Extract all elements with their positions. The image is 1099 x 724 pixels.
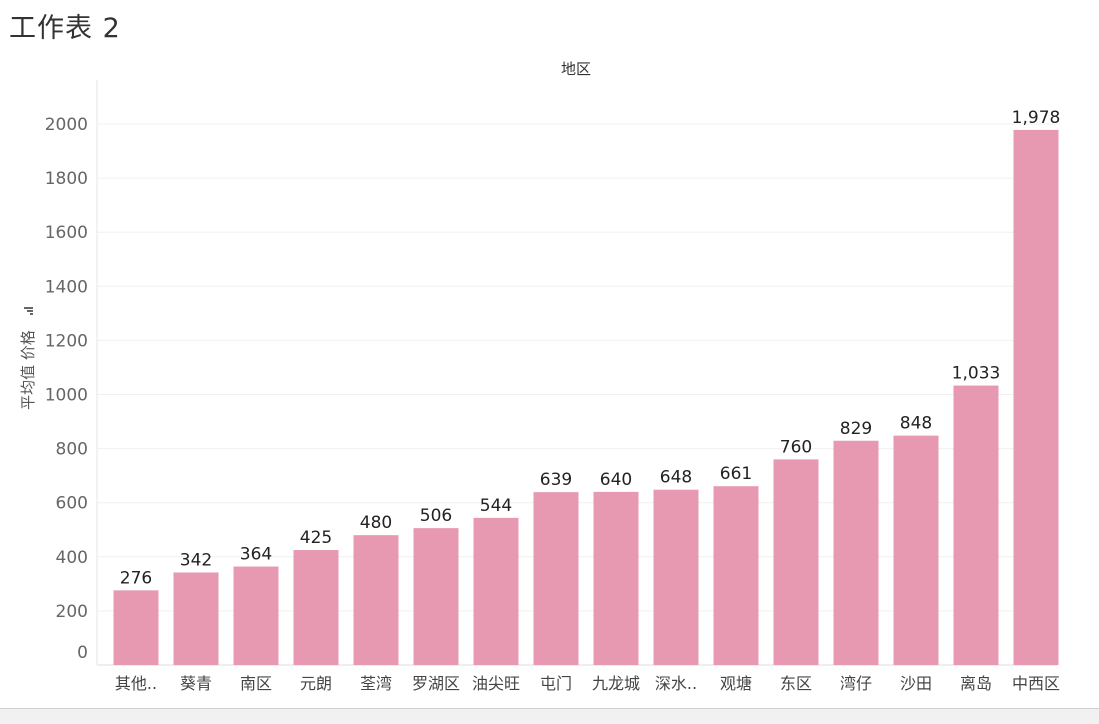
y-tick-label: 400: [56, 548, 88, 568]
sheet-title: 工作表 2: [9, 13, 121, 44]
x-category-label[interactable]: 深水..: [655, 674, 697, 693]
bar[interactable]: [473, 517, 519, 665]
bar-value-label: 829: [840, 419, 872, 439]
bars: [113, 129, 1059, 666]
bar-value-label: 1,978: [1012, 108, 1061, 128]
bar-value-label: 661: [720, 464, 752, 484]
y-tick-label: 1400: [45, 277, 88, 297]
bar-value-label: 648: [660, 468, 692, 488]
y-tick-label: 2000: [45, 115, 88, 135]
column-header[interactable]: 地区: [561, 60, 591, 78]
y-axis: 0 200 400 600 800 1000 1200 1400 1600 1800 2000: [45, 80, 98, 665]
x-category-label[interactable]: 九龙城: [592, 674, 640, 693]
bar-value-label: 342: [180, 550, 212, 570]
y-axis-title-group: 平均值 价格: [19, 307, 37, 410]
x-category-label[interactable]: 元朗: [300, 674, 332, 693]
bar[interactable]: [533, 492, 579, 665]
bar[interactable]: [233, 566, 279, 665]
sort-icon[interactable]: [24, 307, 33, 315]
bar-value-label: 760: [780, 437, 812, 457]
x-category-label[interactable]: 屯门: [540, 674, 572, 693]
x-category-label[interactable]: 南区: [240, 674, 272, 693]
bar-value-label: 639: [540, 470, 572, 490]
bar[interactable]: [173, 572, 219, 665]
y-tick-label: 1000: [45, 386, 88, 406]
bar-value-label: 506: [420, 506, 452, 526]
x-category-label[interactable]: 沙田: [900, 674, 932, 693]
y-tick-label: 1800: [45, 169, 88, 189]
y-axis-title[interactable]: 平均值 价格: [19, 330, 37, 410]
x-category-label[interactable]: 中西区: [1012, 674, 1060, 693]
bar[interactable]: [953, 385, 999, 665]
y-tick-label: 800: [56, 440, 88, 460]
bar-chart: 0 200 400 600 800 1000 1200 1400 1600 1800 2000 27…: [19, 60, 1061, 693]
bar-value-label: 848: [900, 414, 932, 434]
bar-value-label: 640: [600, 470, 632, 490]
bar[interactable]: [593, 491, 639, 665]
x-category-label[interactable]: 罗湖区: [412, 674, 460, 693]
bar[interactable]: [713, 486, 759, 665]
bar[interactable]: [1013, 129, 1059, 666]
bar-value-label: 364: [240, 545, 272, 565]
bar-value-label: 480: [360, 513, 392, 533]
y-tick-label: 200: [56, 602, 88, 622]
bar[interactable]: [893, 435, 939, 665]
bar-value-label: 544: [480, 496, 512, 516]
bar[interactable]: [293, 550, 339, 665]
bar[interactable]: [413, 528, 459, 665]
x-axis: 其他.. 葵青 南区 元朗 荃湾 罗湖区 油尖旺 屯门 九龙城 深水.. 观塘 东区 湾仔 沙田 离岛 中西区: [115, 674, 1060, 693]
y-tick-label: 1200: [45, 331, 88, 351]
bar[interactable]: [833, 440, 879, 665]
x-category-label[interactable]: 荃湾: [360, 674, 392, 693]
x-category-label[interactable]: 其他..: [115, 674, 157, 693]
bar-value-label: 1,033: [952, 364, 1001, 384]
x-category-label[interactable]: 离岛: [960, 674, 992, 693]
y-tick-label: 0: [77, 643, 88, 663]
bar[interactable]: [653, 489, 699, 665]
y-tick-label: 1600: [45, 223, 88, 243]
y-tick-label: 600: [56, 494, 88, 514]
bar-value-label: 425: [300, 528, 332, 548]
bar[interactable]: [113, 590, 159, 665]
x-category-label[interactable]: 油尖旺: [472, 674, 520, 693]
x-category-label[interactable]: 葵青: [180, 674, 212, 693]
bar[interactable]: [773, 459, 819, 665]
bar[interactable]: [353, 535, 399, 665]
bottom-scroll-bar[interactable]: [0, 708, 1099, 724]
data-labels: 276 342 364 425 480 506 544 639 640 648 661 760 829 8…: [120, 108, 1061, 588]
bar-value-label: 276: [120, 568, 152, 588]
x-category-label[interactable]: 观塘: [720, 674, 752, 693]
x-category-label[interactable]: 湾仔: [840, 674, 872, 693]
x-category-label[interactable]: 东区: [780, 674, 812, 693]
